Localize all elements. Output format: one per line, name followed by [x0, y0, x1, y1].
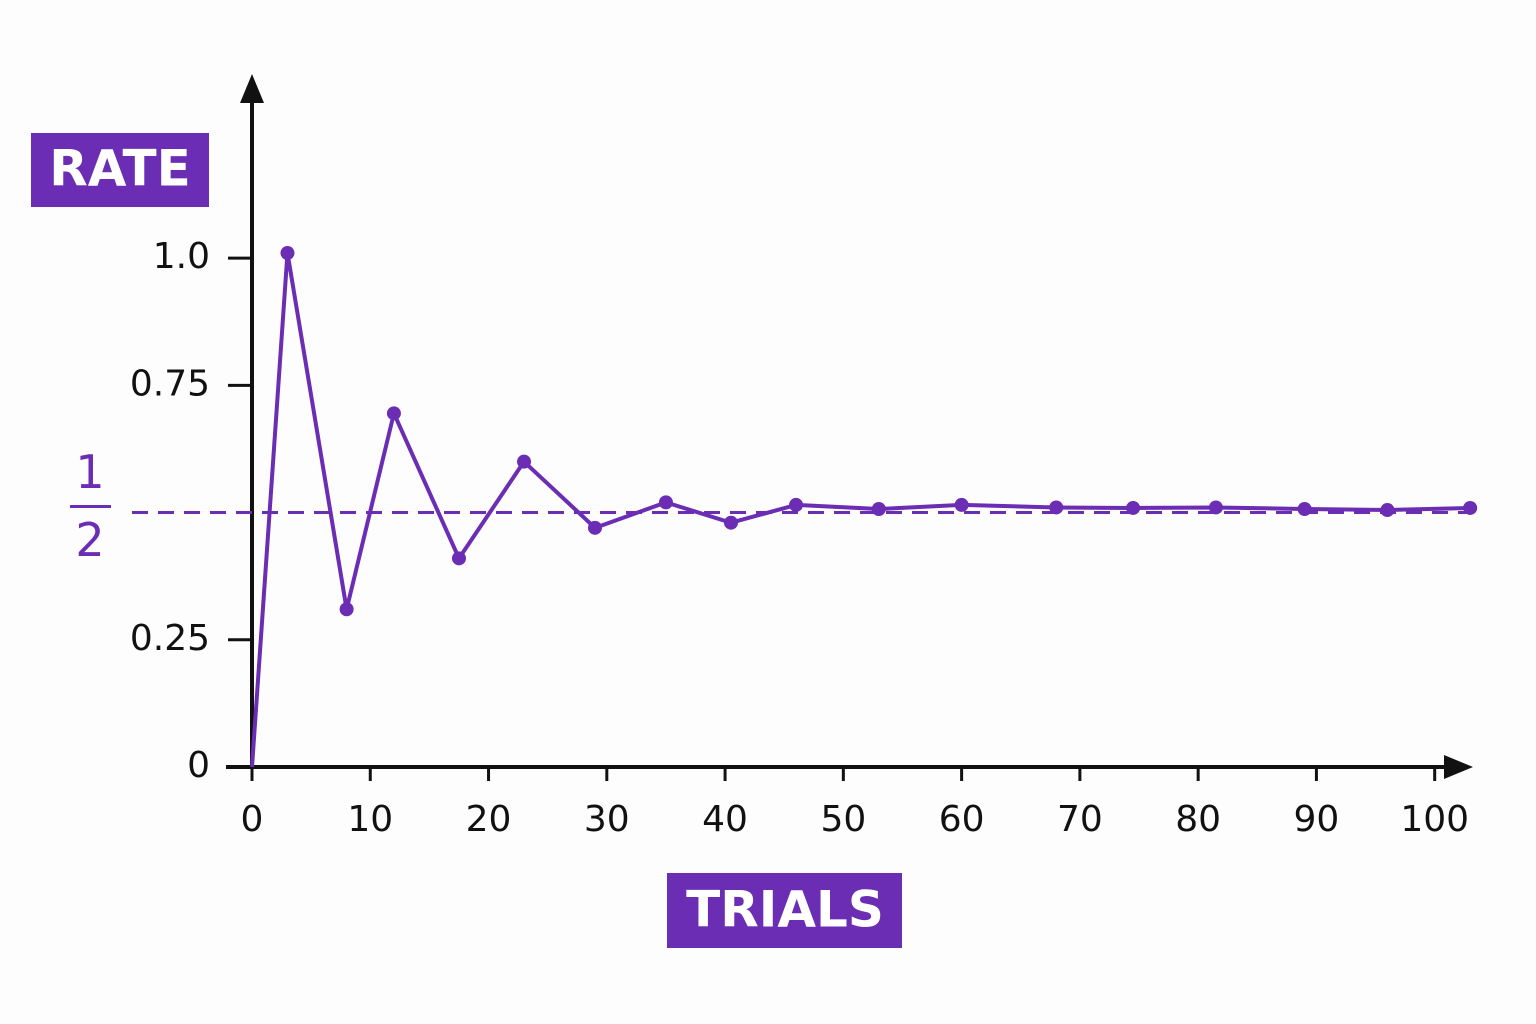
data-point	[517, 454, 532, 469]
data-point	[723, 515, 738, 530]
x-tick-label: 40	[702, 799, 748, 840]
y-tick-label: 0.25	[130, 618, 210, 659]
x-tick-label: 90	[1294, 799, 1340, 840]
y-label-box	[31, 133, 209, 207]
data-point	[789, 497, 804, 512]
data-point	[1380, 503, 1395, 518]
data-point	[871, 501, 886, 516]
data-point	[1463, 500, 1478, 515]
x-axis-label: TRIALS	[686, 881, 884, 939]
data-point	[339, 602, 354, 617]
x-tick-label: 100	[1400, 799, 1469, 840]
data-point	[1049, 500, 1064, 515]
x-tick-label: 20	[466, 799, 512, 840]
x-tick-label: 0	[241, 799, 264, 840]
series-line	[250, 251, 1471, 768]
x-tick-label: 70	[1057, 799, 1103, 840]
data-point	[451, 551, 466, 566]
x-tick-label: 10	[347, 799, 393, 840]
data-point	[658, 495, 673, 510]
data-point	[1208, 500, 1223, 515]
y-tick-label: 0.75	[130, 363, 210, 404]
y-axis-arrow	[240, 74, 264, 103]
data-point	[386, 406, 401, 421]
data-point	[954, 497, 969, 512]
data-point	[1126, 500, 1141, 515]
data-point	[587, 520, 602, 535]
x-tick-label: 60	[939, 799, 985, 840]
data-point	[280, 246, 295, 261]
x-tick-label: 50	[820, 799, 866, 840]
y-tick-label: 0	[187, 745, 210, 786]
x-tick-label: 80	[1175, 799, 1221, 840]
data-point	[1297, 501, 1312, 516]
y-tick-label: 1.0	[153, 236, 210, 277]
reference-numerator: 1	[75, 445, 104, 499]
x-label-box	[667, 873, 902, 948]
x-axis-arrow	[1444, 755, 1473, 779]
x-tick-label: 30	[584, 799, 630, 840]
y-axis-label: RATE	[49, 140, 191, 198]
reference-denominator: 2	[75, 513, 104, 567]
